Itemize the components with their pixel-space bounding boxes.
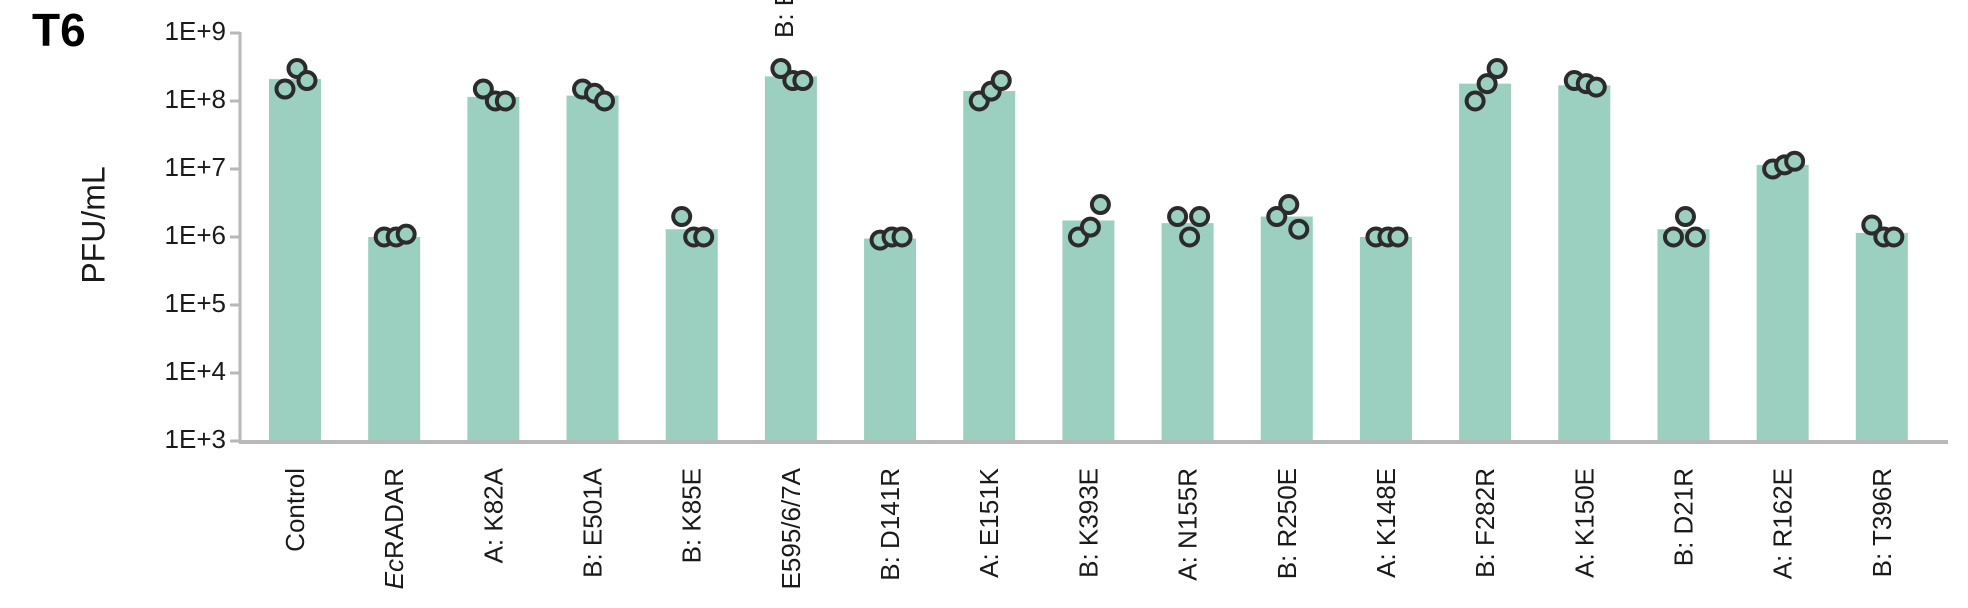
- data-point: [1662, 226, 1684, 248]
- bar-4: [566, 95, 619, 442]
- x-tick-label: A: K150E: [1569, 468, 1599, 578]
- bar-2: [368, 237, 421, 441]
- data-point: [1784, 150, 1806, 172]
- data-point: [1167, 206, 1189, 228]
- bar-3: [467, 96, 520, 441]
- data-point: [1079, 216, 1101, 238]
- y-tick-label: 1E+3: [165, 424, 226, 454]
- data-point: [1585, 76, 1607, 98]
- bar-10: [1161, 223, 1214, 441]
- data-point: [594, 90, 616, 112]
- bar-7: [864, 238, 917, 441]
- data-point: [395, 223, 417, 245]
- x-tick-label: Control: [280, 468, 310, 552]
- data-point: [296, 70, 318, 92]
- data-point: [891, 226, 913, 248]
- bar-6: [764, 76, 817, 442]
- y-tick-label: 1E+9: [165, 16, 226, 46]
- data-point: [1089, 194, 1111, 216]
- x-tick-label: B: T396R: [1867, 468, 1897, 577]
- x-tick-label: A: K148E: [1371, 468, 1401, 578]
- x-tick-label: A: N155R: [1173, 468, 1203, 581]
- y-tick-label: 1E+8: [165, 84, 226, 114]
- bar-12: [1359, 237, 1412, 441]
- x-tick-label: B: F282R: [1470, 468, 1500, 578]
- x-tick-label: B: D21R: [1668, 468, 1698, 566]
- y-tick-label: 1E+5: [165, 288, 226, 318]
- bar-17: [1855, 232, 1908, 441]
- data-point: [1266, 206, 1288, 228]
- bar-13: [1459, 83, 1512, 441]
- bar-14: [1558, 85, 1611, 442]
- bar-1: [269, 79, 321, 442]
- x-tick-label: B: K393E: [1073, 468, 1103, 578]
- y-tick-label: 1E+4: [165, 356, 226, 386]
- bar-16: [1756, 164, 1809, 441]
- data-point: [1883, 226, 1905, 248]
- data-point: [1288, 218, 1310, 240]
- data-point: [693, 226, 715, 248]
- data-point: [1179, 226, 1201, 248]
- data-point: [1861, 214, 1883, 236]
- x-tick-label: A: R162E: [1768, 468, 1798, 579]
- data-point: [1476, 73, 1498, 95]
- data-point: [671, 206, 693, 228]
- data-point: [1674, 206, 1696, 228]
- x-tick-label: A: E151K: [974, 467, 1004, 578]
- x-tick-label: B: D141R: [875, 468, 905, 581]
- bar-5: [665, 229, 718, 441]
- x-tick-label: B: R250E: [1272, 468, 1302, 579]
- x-tick-label: B: E501A: [578, 467, 608, 578]
- data-point: [472, 78, 494, 100]
- bar-11: [1260, 216, 1313, 441]
- x-tick-label: B: K85E: [677, 468, 707, 563]
- data-point: [990, 70, 1012, 92]
- x-tick-label: A: K82A: [478, 467, 508, 563]
- y-tick-label: 1E+7: [165, 152, 226, 182]
- bar-15: [1657, 229, 1710, 441]
- x-tick-label: EcRADAR: [379, 468, 409, 589]
- bar-9: [1062, 220, 1115, 441]
- y-tick-label: 1E+6: [165, 220, 226, 250]
- panel-label: T6: [32, 4, 86, 56]
- data-point: [1486, 58, 1508, 80]
- data-point: [1387, 226, 1409, 248]
- data-point: [1684, 226, 1706, 248]
- data-point: [1278, 194, 1300, 216]
- data-point: [1464, 90, 1486, 112]
- data-point: [494, 90, 516, 112]
- y-axis-title: PFU/mL: [75, 166, 111, 283]
- bar-8: [963, 91, 1016, 441]
- data-point: [770, 58, 792, 80]
- data-point: [1189, 206, 1211, 228]
- data-point: [792, 70, 814, 92]
- x-tick-label: E595/6/7A: [776, 467, 806, 589]
- data-point: [274, 78, 296, 100]
- annotation-label: B: E: [769, 0, 799, 38]
